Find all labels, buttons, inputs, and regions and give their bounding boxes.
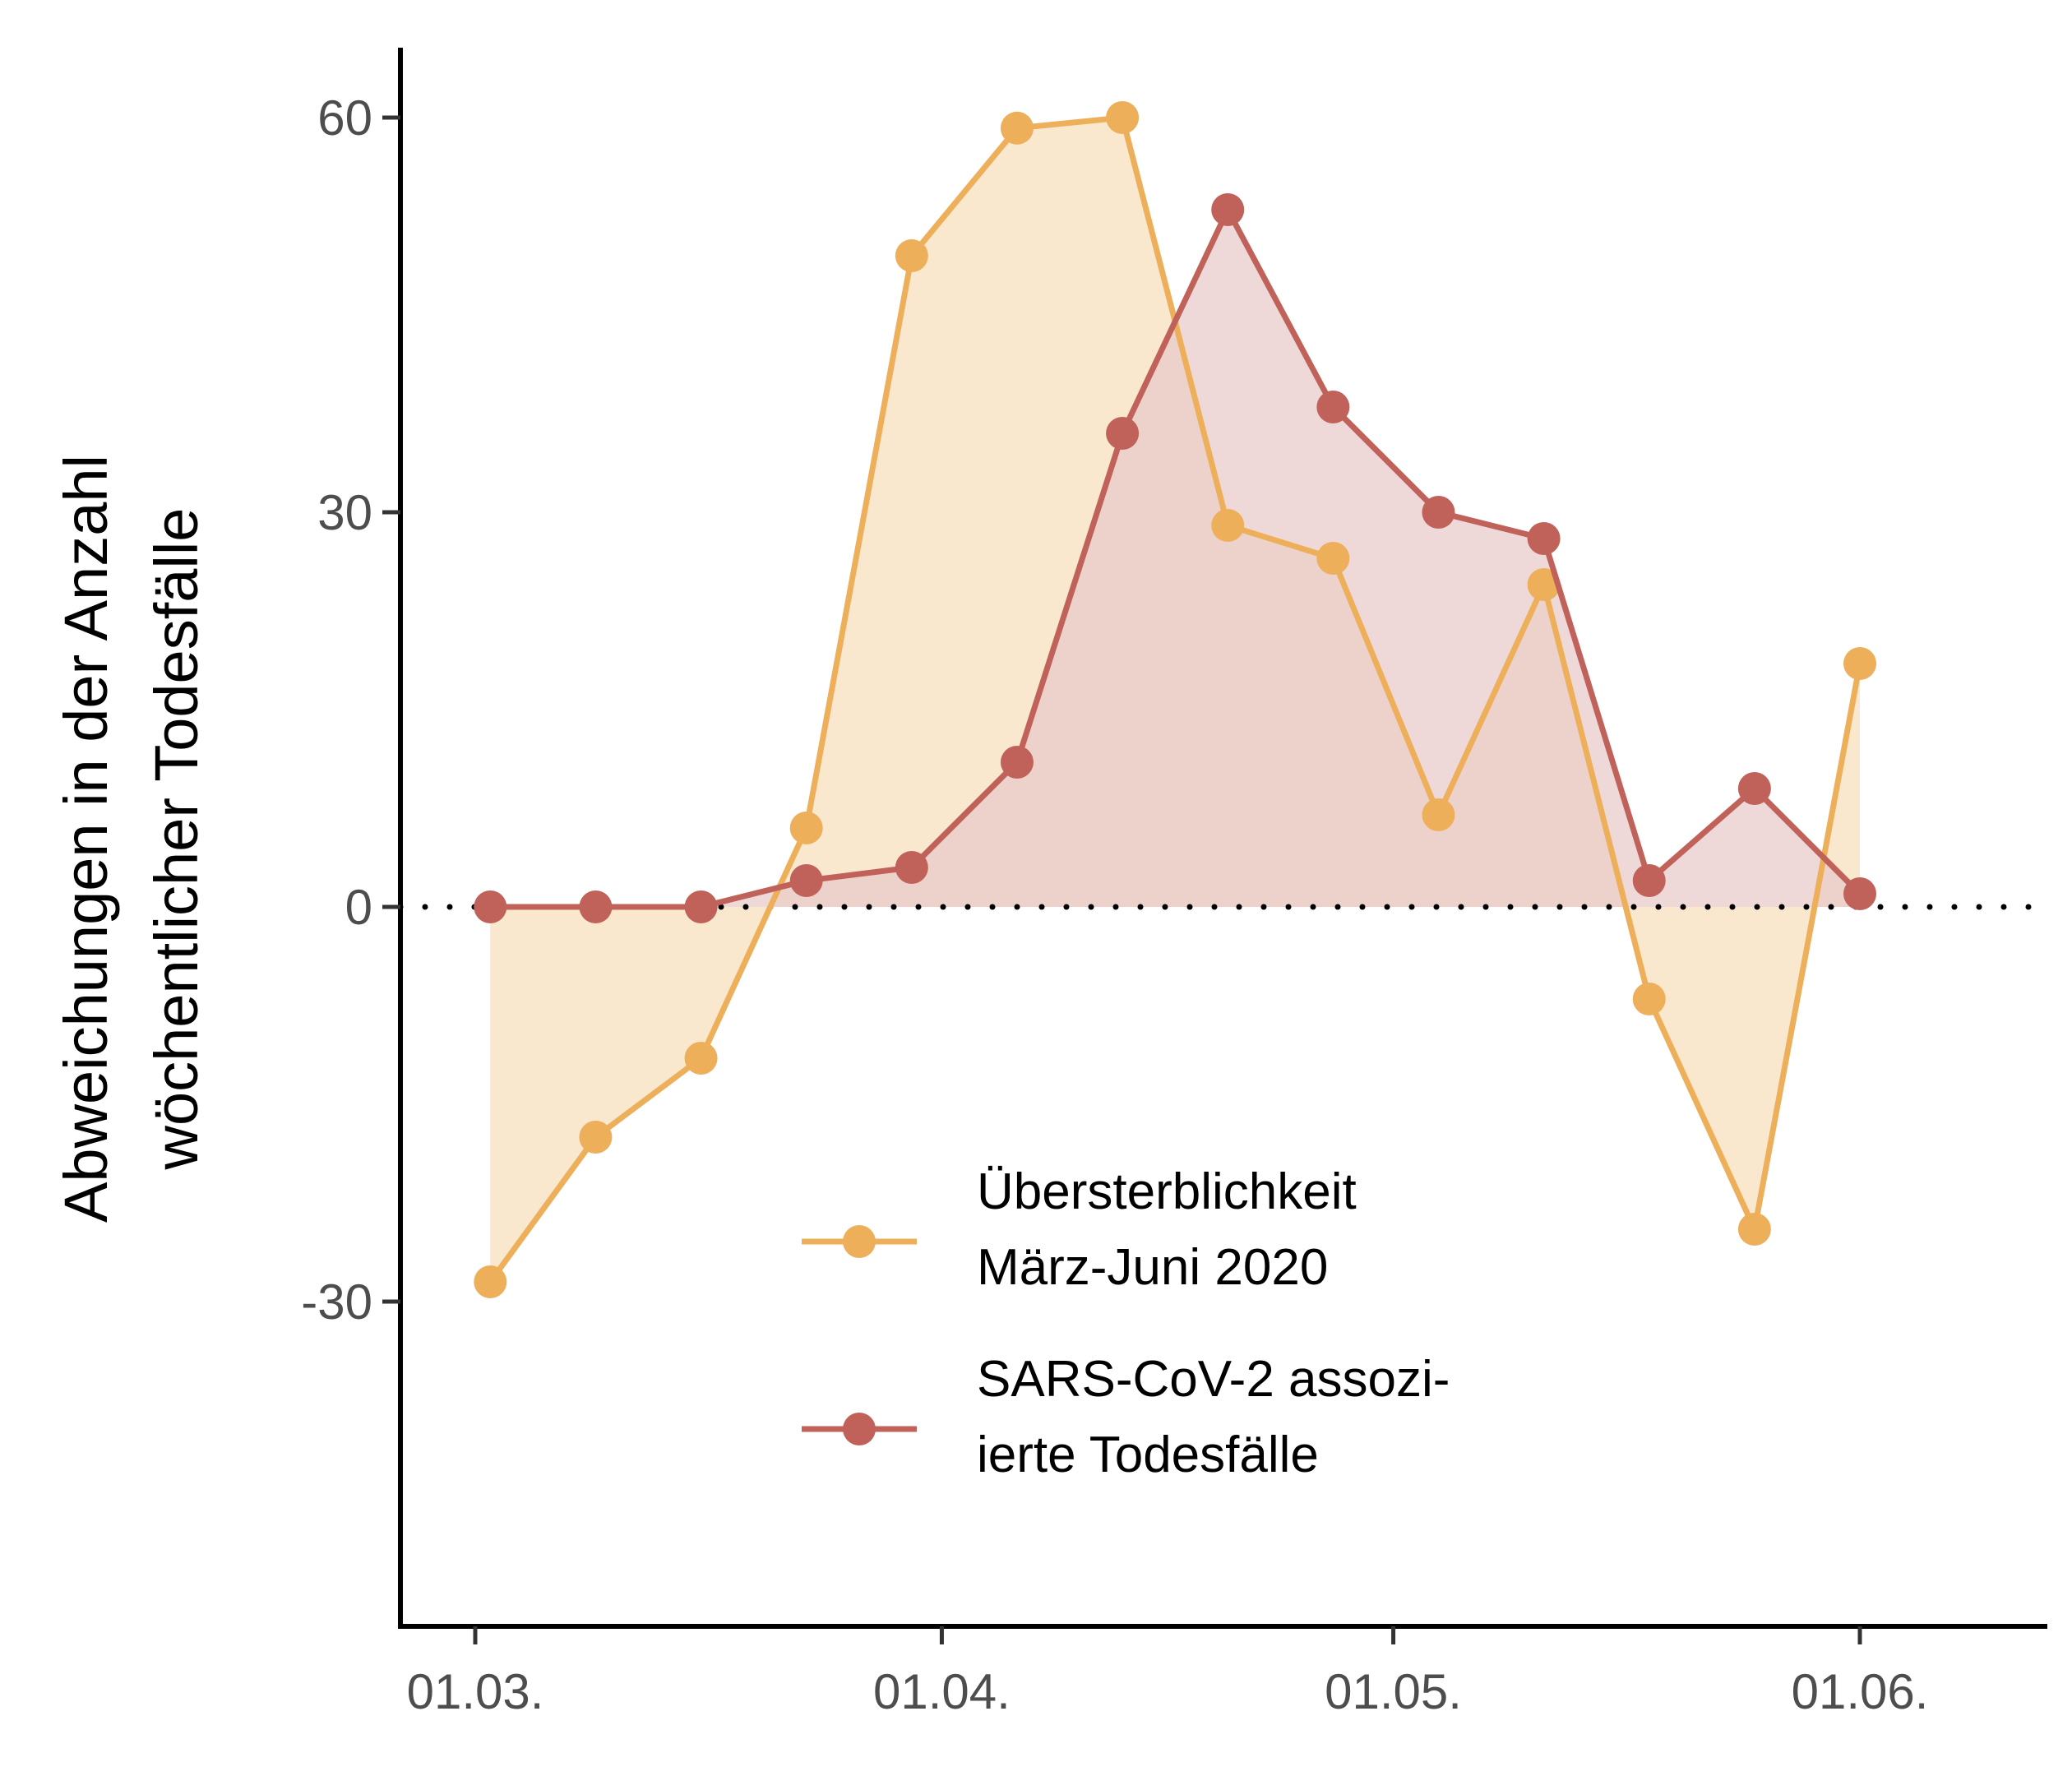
series-2-point-8 <box>1211 193 1245 226</box>
series-2-point-14 <box>1843 877 1876 910</box>
x-tick-label: 01.05. <box>1325 1664 1462 1719</box>
legend-label-line-1: SARS-CoV-2 assozi- <box>977 1351 1450 1408</box>
x-tick-label: 01.06. <box>1792 1664 1929 1719</box>
legend-key-point <box>843 1413 876 1445</box>
series-2-point-11 <box>1527 522 1561 555</box>
series-2-point-12 <box>1632 864 1666 897</box>
series-1-point-7 <box>1106 101 1140 134</box>
series-2-line <box>490 206 1862 910</box>
series-2 <box>474 193 1876 923</box>
series-1-point-13 <box>1737 1213 1771 1246</box>
y-axis-title-line-1: Abweichungen in der Anzahl <box>52 455 120 1223</box>
series-1-point-5 <box>895 239 928 272</box>
series-2-area <box>490 210 1860 907</box>
legend: Übersterblichkeit März-Juni 2020 SARS-CoV-… <box>802 1163 1450 1483</box>
series-1-point-10 <box>1422 798 1455 831</box>
legend-label-line-2: März-Juni 2020 <box>977 1239 1328 1296</box>
x-tick-label: 01.04. <box>873 1664 1011 1719</box>
series-1-point-8 <box>1211 509 1245 542</box>
y-tick-label: 0 <box>345 880 372 935</box>
series-2-point-13 <box>1737 772 1771 805</box>
legend-key-point <box>843 1225 876 1258</box>
series-1-point-1 <box>474 1265 507 1298</box>
series-2-point-2 <box>579 890 613 923</box>
series-1 <box>474 101 1876 1298</box>
series-1-point-11 <box>1527 568 1561 601</box>
series-2-point-6 <box>1000 746 1034 779</box>
legend-label: SARS-CoV-2 assozi-ierte Todesfälle <box>977 1351 1450 1483</box>
x-tick-label: 01.03. <box>407 1664 544 1719</box>
series-1-point-3 <box>684 1042 718 1075</box>
legend-item-1: Übersterblichkeit März-Juni 2020 <box>802 1163 1357 1296</box>
series-2-point-3 <box>684 890 718 923</box>
series-1-point-4 <box>789 812 823 844</box>
legend-label-line-1: Übersterblichkeit <box>977 1163 1357 1220</box>
series-1-point-14 <box>1843 647 1876 680</box>
series-1-point-9 <box>1316 542 1350 575</box>
y-axis-title-line-2: wöchentlicher Todesfälle <box>142 508 210 1171</box>
y-tick-label: -30 <box>301 1274 372 1330</box>
series-2-point-5 <box>895 851 928 884</box>
axes: -30 0 30 60 01.03. 01.04. 01.05. 01.06. Abweichu… <box>52 48 2047 1719</box>
series-1-point-12 <box>1632 983 1666 1015</box>
legend-label-line-2: ierte Todesfälle <box>977 1427 1319 1483</box>
series-1-point-2 <box>579 1121 613 1154</box>
y-tick-label: 60 <box>317 90 372 146</box>
y-axis-title: Abweichungen in der Anzahl wöchentlicher … <box>52 455 210 1223</box>
series-2-point-4 <box>789 864 823 897</box>
series-1-point-6 <box>1000 111 1034 145</box>
series-2-point-9 <box>1316 391 1350 423</box>
series-lines <box>474 101 1876 1298</box>
legend-item-2: SARS-CoV-2 assozi-ierte Todesfälle <box>802 1351 1450 1483</box>
series-2-point-10 <box>1422 496 1455 529</box>
legend-label: Übersterblichkeit März-Juni 2020 <box>977 1163 1357 1296</box>
area-fills <box>490 118 1860 1282</box>
y-tick-label: 30 <box>317 485 372 540</box>
series-2-point-7 <box>1106 417 1140 450</box>
series-2-point-1 <box>474 890 507 923</box>
